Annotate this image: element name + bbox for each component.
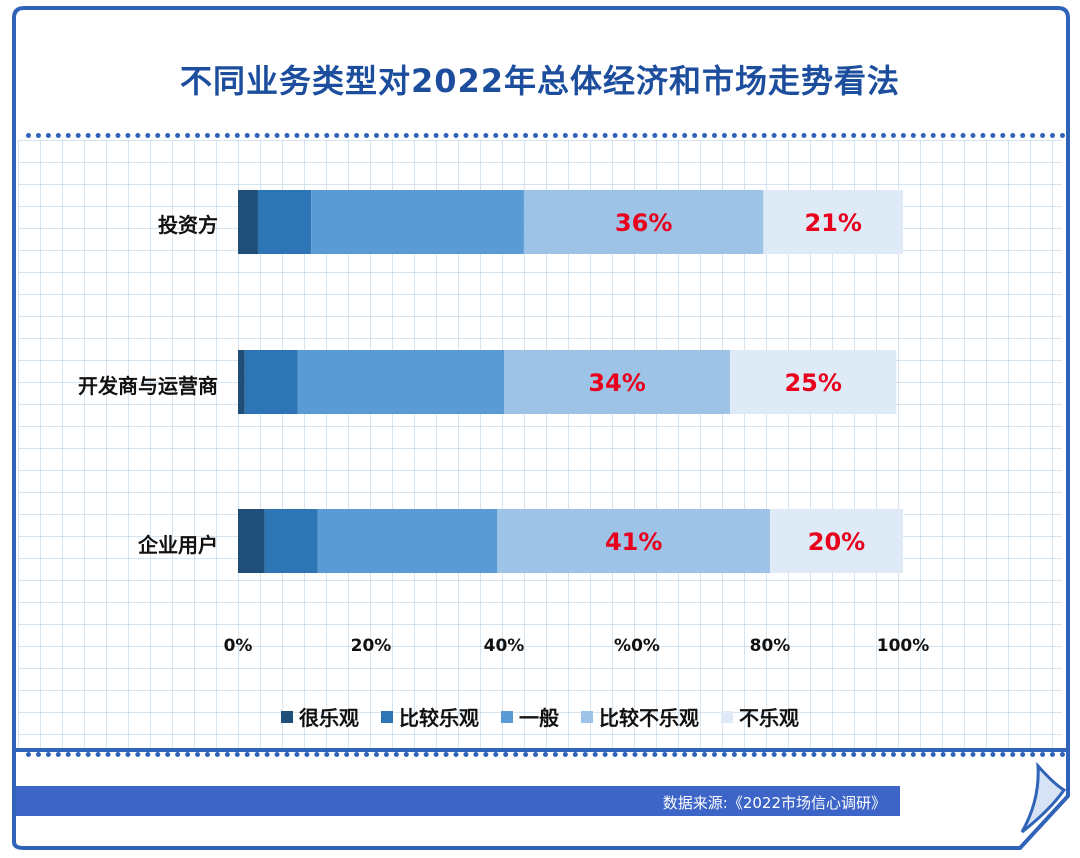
bar-segment bbox=[770, 509, 903, 573]
bar-segment bbox=[730, 350, 897, 414]
legend-swatch bbox=[721, 710, 733, 723]
bar-segment bbox=[244, 350, 298, 414]
legend-item-optimistic: 比较乐观 bbox=[381, 702, 479, 731]
x-tick-80: 80% bbox=[749, 636, 791, 656]
legend-label: 比较乐观 bbox=[399, 706, 479, 730]
legend-swatch bbox=[281, 710, 293, 723]
bar-segment bbox=[238, 350, 245, 414]
data-label: 34% bbox=[588, 369, 645, 397]
footer-divider bbox=[26, 752, 1066, 757]
source-text: 数据来源:《2022市场信心调研》 bbox=[662, 794, 886, 812]
x-tick-60: %0% bbox=[614, 636, 660, 656]
bar-segment bbox=[257, 190, 312, 254]
chart-title: 不同业务类型对2022年总体经济和市场走势看法 bbox=[179, 62, 901, 100]
bar-segment bbox=[238, 190, 258, 254]
category-label-developer: 开发商与运营商 bbox=[78, 374, 218, 398]
bar-segment bbox=[297, 350, 504, 414]
legend-item-very-pessimistic: 不乐观 bbox=[721, 702, 799, 731]
x-tick-20: 20% bbox=[350, 636, 392, 656]
category-label-investor: 投资方 bbox=[158, 213, 218, 237]
page-curl-decoration bbox=[1020, 761, 1067, 834]
legend-label: 一般 bbox=[519, 706, 559, 730]
x-tick-40: 40% bbox=[483, 636, 525, 656]
data-label: 36% bbox=[615, 209, 672, 237]
title-divider bbox=[26, 133, 1066, 138]
bar-segment bbox=[504, 350, 731, 414]
source-bar: 数据来源:《2022市场信心调研》 bbox=[16, 786, 900, 816]
data-label: 21% bbox=[804, 209, 861, 237]
category-label-enterprise: 企业用户 bbox=[138, 533, 218, 557]
x-tick-100: 100% bbox=[876, 636, 930, 656]
legend: 很乐观 比较乐观 一般 比较不乐观 不乐观 bbox=[0, 702, 1080, 731]
legend-label: 不乐观 bbox=[739, 706, 799, 730]
bar-segment bbox=[523, 190, 764, 254]
legend-swatch bbox=[381, 710, 393, 723]
bar-segment bbox=[238, 509, 265, 573]
legend-swatch bbox=[501, 710, 513, 723]
bar-segment bbox=[311, 190, 524, 254]
legend-item-very-optimistic: 很乐观 bbox=[281, 702, 359, 731]
legend-label: 比较不乐观 bbox=[599, 706, 699, 730]
bar-segment bbox=[763, 190, 903, 254]
bar-segment bbox=[497, 509, 770, 573]
data-label: 25% bbox=[784, 369, 841, 397]
legend-item-neutral: 一般 bbox=[501, 702, 559, 731]
legend-swatch bbox=[581, 710, 593, 723]
x-tick-0: 0% bbox=[223, 636, 253, 656]
legend-label: 很乐观 bbox=[299, 706, 359, 730]
data-label: 20% bbox=[808, 528, 865, 556]
card-frame bbox=[10, 6, 1070, 853]
bar-segment bbox=[264, 509, 318, 573]
data-label: 41% bbox=[605, 528, 662, 556]
legend-item-pessimistic: 比较不乐观 bbox=[581, 702, 699, 731]
bar-segment bbox=[317, 509, 498, 573]
